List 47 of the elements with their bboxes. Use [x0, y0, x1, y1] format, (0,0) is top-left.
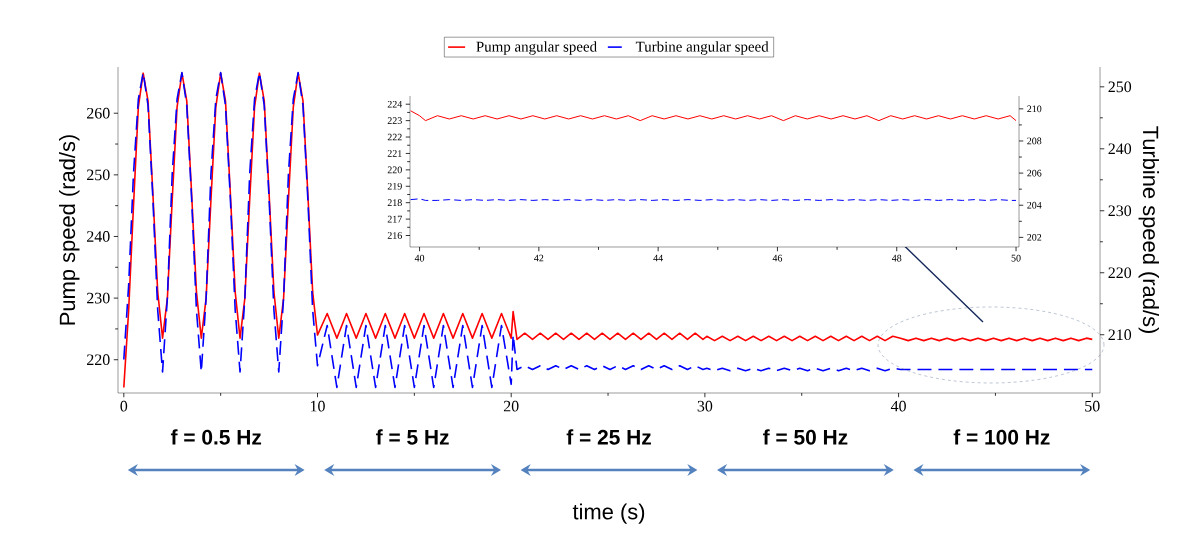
text: f = 5 Hz: [376, 429, 449, 445]
y2-tick-label: 206: [1027, 169, 1042, 177]
text: f = 50 Hz: [763, 429, 848, 445]
y-tick-label: 222: [387, 133, 402, 141]
y-tick-label: 221: [387, 150, 402, 157]
y2-tick-label: 210: [1108, 329, 1132, 341]
y-tick-label: 250: [87, 169, 110, 181]
y-tick-label: 230: [87, 292, 110, 304]
y-tick-label: 240: [87, 231, 110, 242]
x-tick-label: 46: [772, 254, 783, 262]
y-tick-label: 216: [387, 232, 402, 239]
x-tick-label: 50: [1085, 400, 1100, 412]
x-axis-title: time (s): [572, 503, 645, 524]
y2-tick-label: 220: [1108, 267, 1132, 279]
text: f = 100 Hz: [953, 429, 1050, 445]
legend-label: Pump angular speed: [476, 41, 597, 55]
y2-axis-title: Turbine speed (rad/s): [1138, 126, 1159, 333]
x-tick-label: 40: [414, 254, 425, 262]
y-tick-label: 220: [387, 166, 402, 174]
x-tick-label: 10: [310, 400, 325, 412]
y-tick-label: 218: [387, 199, 402, 207]
y2-tick-label: 208: [1027, 137, 1042, 145]
x-tick-label: 42: [534, 254, 544, 262]
text: f = 25 Hz: [566, 429, 651, 445]
y2-tick-label: 202: [1027, 234, 1042, 241]
y-axis-title: Pump speed (rad/s): [59, 135, 80, 325]
x-tick-label: 50: [1011, 254, 1021, 262]
y2-tick-label: 204: [1027, 201, 1042, 209]
y-tick-label: 224: [387, 100, 403, 108]
x-tick-label: 44: [653, 254, 663, 262]
legend-label: Turbine angular speed: [635, 41, 769, 55]
x-tick-label: 40: [890, 400, 906, 412]
x-tick-label: 20: [503, 400, 519, 412]
y-tick-label: 223: [387, 117, 402, 124]
y-tick-label: 220: [87, 354, 110, 366]
y2-tick-label: 240: [1108, 143, 1132, 155]
x-tick-label: 48: [891, 254, 902, 262]
y-tick-label: 217: [387, 215, 402, 223]
y2-tick-label: 230: [1108, 205, 1132, 217]
y2-tick-label: 250: [1108, 81, 1132, 93]
x-tick-label: 30: [697, 400, 713, 412]
y2-tick-label: 210: [1027, 105, 1042, 113]
y-tick-label: 260: [87, 107, 110, 119]
y-tick-label: 219: [387, 182, 402, 190]
x-tick-label: 0: [120, 400, 128, 412]
line-series: [410, 110, 1017, 122]
text: f = 0.5 Hz: [170, 429, 262, 445]
